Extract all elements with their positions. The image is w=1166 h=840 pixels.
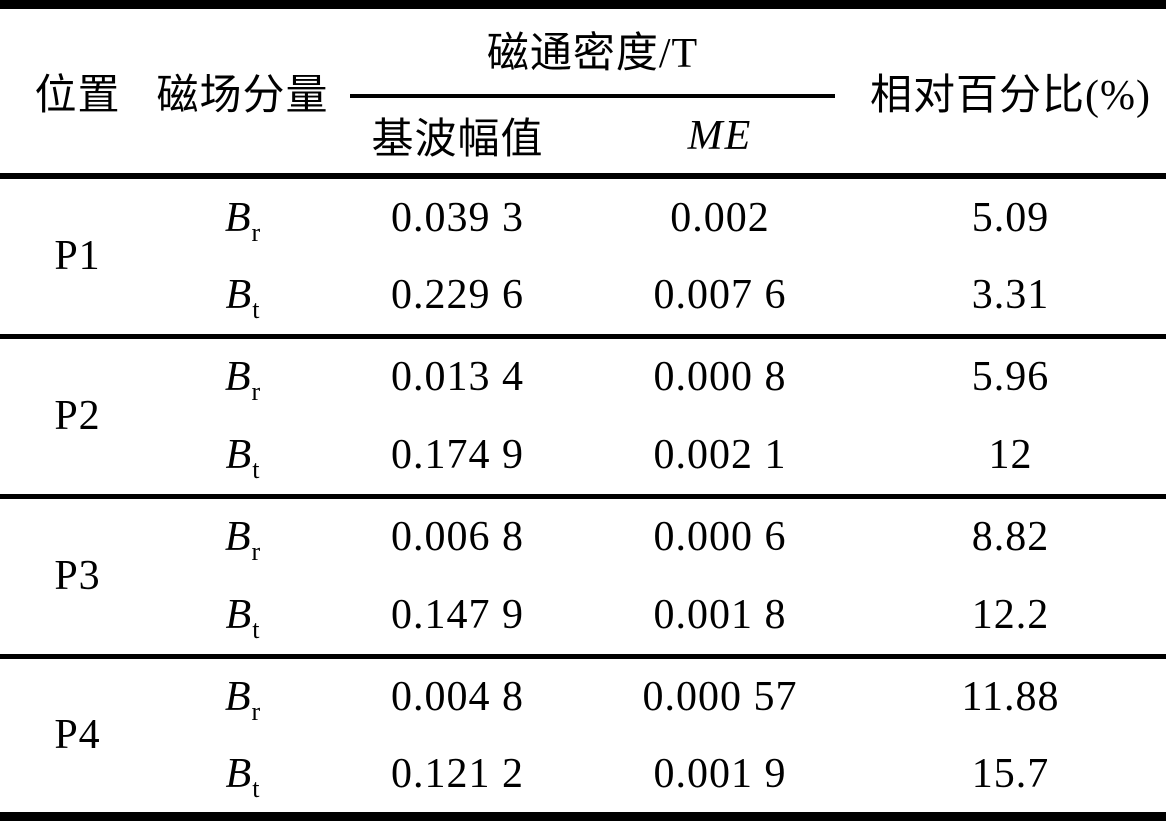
- flux-density-table: 位置 磁场分量 磁通密度/T 相对百分比(%) 基波幅值 ME P1 Br 0.…: [0, 0, 1166, 821]
- component-cell: Br: [155, 496, 330, 576]
- percent-value: 12: [988, 431, 1033, 478]
- table-row: Bt 0.229 6 0.007 6 3.31: [0, 256, 1166, 336]
- table-row: Bt 0.147 9 0.001 8 12.2: [0, 576, 1166, 656]
- symbol-base: B: [224, 194, 252, 241]
- group-p3: P3 Br 0.006 8 0.000 6 8.82 Bt 0.147 9 0.…: [0, 496, 1166, 656]
- position-cell: P2: [54, 393, 101, 439]
- component-cell: Br: [155, 336, 330, 416]
- percent-value: 15.7: [971, 750, 1050, 797]
- group-p1: P1 Br 0.039 3 0.002 5.09 Bt 0.229 6 0.00…: [0, 176, 1166, 336]
- symbol-base: B: [225, 750, 253, 797]
- fundamental-value: 0.121 2: [391, 750, 524, 797]
- table-header: 位置 磁场分量 磁通密度/T 相对百分比(%) 基波幅值 ME: [0, 5, 1166, 176]
- symbol-subscript: t: [252, 454, 260, 484]
- table-row: Bt 0.174 9 0.002 1 12: [0, 416, 1166, 496]
- table-row: P3 Br 0.006 8 0.000 6 8.82: [0, 496, 1166, 599]
- component-cell: Br: [155, 176, 330, 256]
- symbol-base: B: [225, 591, 253, 638]
- position-cell: P3: [54, 553, 101, 599]
- me-value: 0.007 6: [653, 271, 787, 318]
- me-value: 0.002: [670, 194, 770, 241]
- me-value: 0.000 8: [653, 354, 787, 401]
- header-fundamental-amplitude: 基波幅值: [371, 117, 544, 163]
- symbol-subscript: t: [252, 614, 260, 644]
- symbol-subscript: r: [251, 217, 261, 247]
- me-value: 0.001 9: [653, 750, 787, 797]
- symbol-base: B: [224, 354, 252, 401]
- header-relative-percent: 相对百分比(%): [870, 72, 1151, 119]
- percent-value: 11.88: [961, 674, 1060, 721]
- component-cell: Bt: [155, 736, 330, 816]
- percent-value: 5.09: [971, 194, 1050, 241]
- symbol-subscript: r: [251, 697, 261, 727]
- fundamental-value: 0.039 3: [391, 194, 524, 241]
- percent-value: 3.31: [971, 271, 1050, 318]
- component-cell: Br: [155, 656, 330, 736]
- header-flux-density-label: 磁通密度/T: [350, 9, 836, 98]
- fundamental-value: 0.229 6: [391, 271, 524, 318]
- me-value: 0.000 6: [653, 514, 787, 561]
- me-value: 0.000 57: [642, 674, 798, 721]
- me-value: 0.001 8: [653, 591, 787, 638]
- fundamental-value: 0.006 8: [391, 514, 524, 561]
- percent-value: 5.96: [971, 354, 1050, 401]
- symbol-subscript: r: [251, 537, 261, 567]
- table-row: P1 Br 0.039 3 0.002 5.09: [0, 176, 1166, 280]
- symbol-base: B: [225, 271, 253, 318]
- group-p2: P2 Br 0.013 4 0.000 8 5.96 Bt 0.174 9 0.…: [0, 336, 1166, 496]
- position-cell: P4: [54, 712, 101, 758]
- header-me: ME: [585, 98, 855, 176]
- position-cell: P1: [54, 233, 101, 280]
- symbol-subscript: t: [252, 773, 260, 803]
- percent-value: 8.82: [971, 514, 1050, 561]
- me-value: 0.002 1: [653, 431, 787, 478]
- symbol-base: B: [224, 514, 252, 561]
- group-p4: P4 Br 0.004 8 0.000 57 11.88 Bt 0.121 2 …: [0, 656, 1166, 816]
- fundamental-value: 0.147 9: [391, 591, 524, 638]
- percent-value: 12.2: [971, 591, 1050, 638]
- me-label: ME: [687, 112, 753, 159]
- component-cell: Bt: [155, 416, 330, 496]
- table-row: P4 Br 0.004 8 0.000 57 11.88: [0, 656, 1166, 758]
- component-cell: Bt: [155, 576, 330, 656]
- symbol-base: B: [225, 431, 253, 478]
- table-row: Bt 0.121 2 0.001 9 15.7: [0, 736, 1166, 816]
- symbol-base: B: [224, 674, 252, 721]
- symbol-subscript: r: [251, 377, 261, 407]
- symbol-subscript: t: [252, 294, 260, 324]
- header-flux-density-group: 磁通密度/T: [330, 5, 855, 98]
- fundamental-value: 0.013 4: [391, 354, 524, 401]
- component-cell: Bt: [155, 256, 330, 336]
- header-component: 磁场分量: [156, 72, 329, 119]
- table-row: P2 Br 0.013 4 0.000 8 5.96: [0, 336, 1166, 439]
- header-position: 位置: [34, 72, 121, 119]
- fundamental-value: 0.004 8: [391, 674, 524, 721]
- fundamental-value: 0.174 9: [391, 431, 524, 478]
